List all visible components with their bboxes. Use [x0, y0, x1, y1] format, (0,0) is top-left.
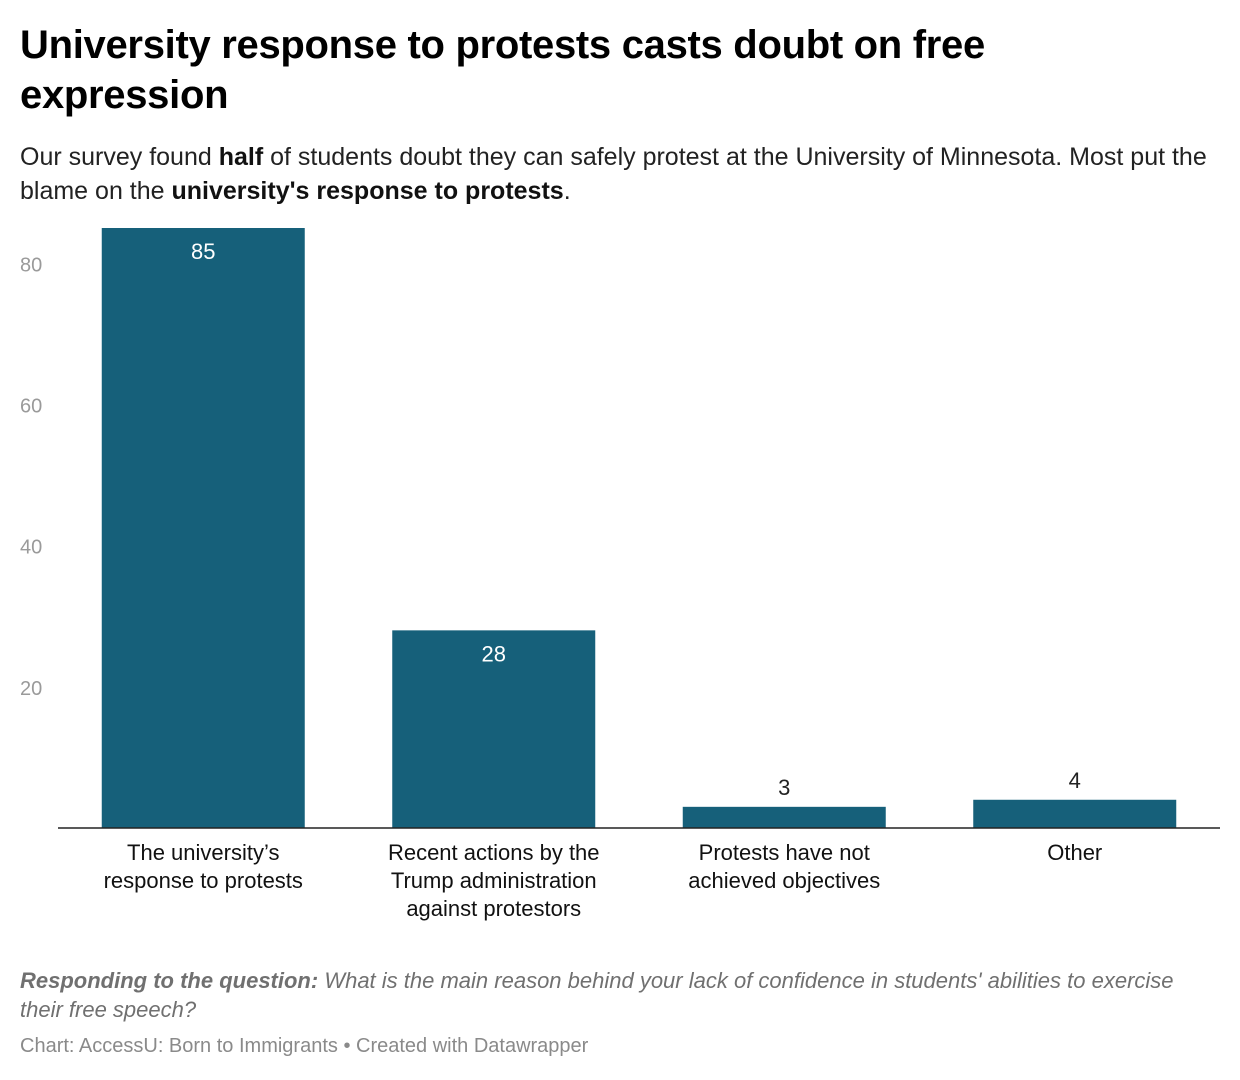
bar: [682, 806, 886, 828]
y-axis-ticks: 20 40 60 80: [20, 254, 42, 700]
category-label-line: The university’s: [127, 840, 279, 865]
category-label-line: against protestors: [406, 896, 581, 921]
bars: [101, 228, 1177, 828]
category-label-line: response to protests: [104, 868, 303, 893]
category-label: Other: [1047, 840, 1102, 865]
y-tick-label: 20: [20, 678, 42, 700]
bar-chart: 20 40 60 80 85 28 3 4 The university’s response…: [20, 228, 1220, 921]
bar-value-label: 28: [482, 641, 506, 666]
category-label: Protests have not achieved objectives: [688, 840, 880, 893]
subtitle-text: .: [563, 177, 571, 205]
bar: [101, 228, 305, 828]
category-label-line: Recent actions by the: [388, 840, 600, 865]
category-label-line: Trump administration: [391, 868, 597, 893]
category-label-line: Protests have not: [699, 840, 870, 865]
subtitle-emphasis: half: [218, 143, 264, 171]
chart-credit: Chart: AccessU: Born to Immigrants • Cre…: [20, 1035, 589, 1057]
category-label: Recent actions by the Trump administratio…: [388, 840, 600, 921]
value-labels: 85 28 3 4: [191, 239, 1081, 800]
bar-value-label: 85: [191, 239, 215, 264]
chart-title: University response to protests casts do…: [20, 23, 985, 117]
category-label: The university’s response to protests: [104, 840, 303, 893]
bar: [973, 799, 1177, 828]
question-note: Responding to the question: What is the …: [20, 966, 1200, 1024]
question-label: Responding to the question:: [20, 968, 319, 993]
chart-subtitle: Our survey found half of students doubt …: [20, 140, 1220, 208]
y-tick-label: 40: [20, 537, 42, 559]
bar-value-label: 4: [1069, 768, 1081, 793]
category-label-line: Other: [1047, 840, 1102, 865]
bar-value-label: 3: [778, 775, 790, 800]
y-tick-label: 60: [20, 395, 42, 417]
subtitle-emphasis: university's response to protests: [171, 177, 564, 205]
subtitle-text: of students doubt they can safely protes…: [20, 143, 1207, 205]
question-text: What is the main reason behind your lack…: [20, 968, 1174, 1022]
category-label-line: achieved objectives: [688, 868, 880, 893]
category-labels: The university’s response to protests Rece…: [104, 840, 1103, 921]
bar: [392, 630, 596, 828]
y-tick-label: 80: [20, 254, 42, 276]
subtitle-text: Our survey found: [20, 143, 219, 171]
